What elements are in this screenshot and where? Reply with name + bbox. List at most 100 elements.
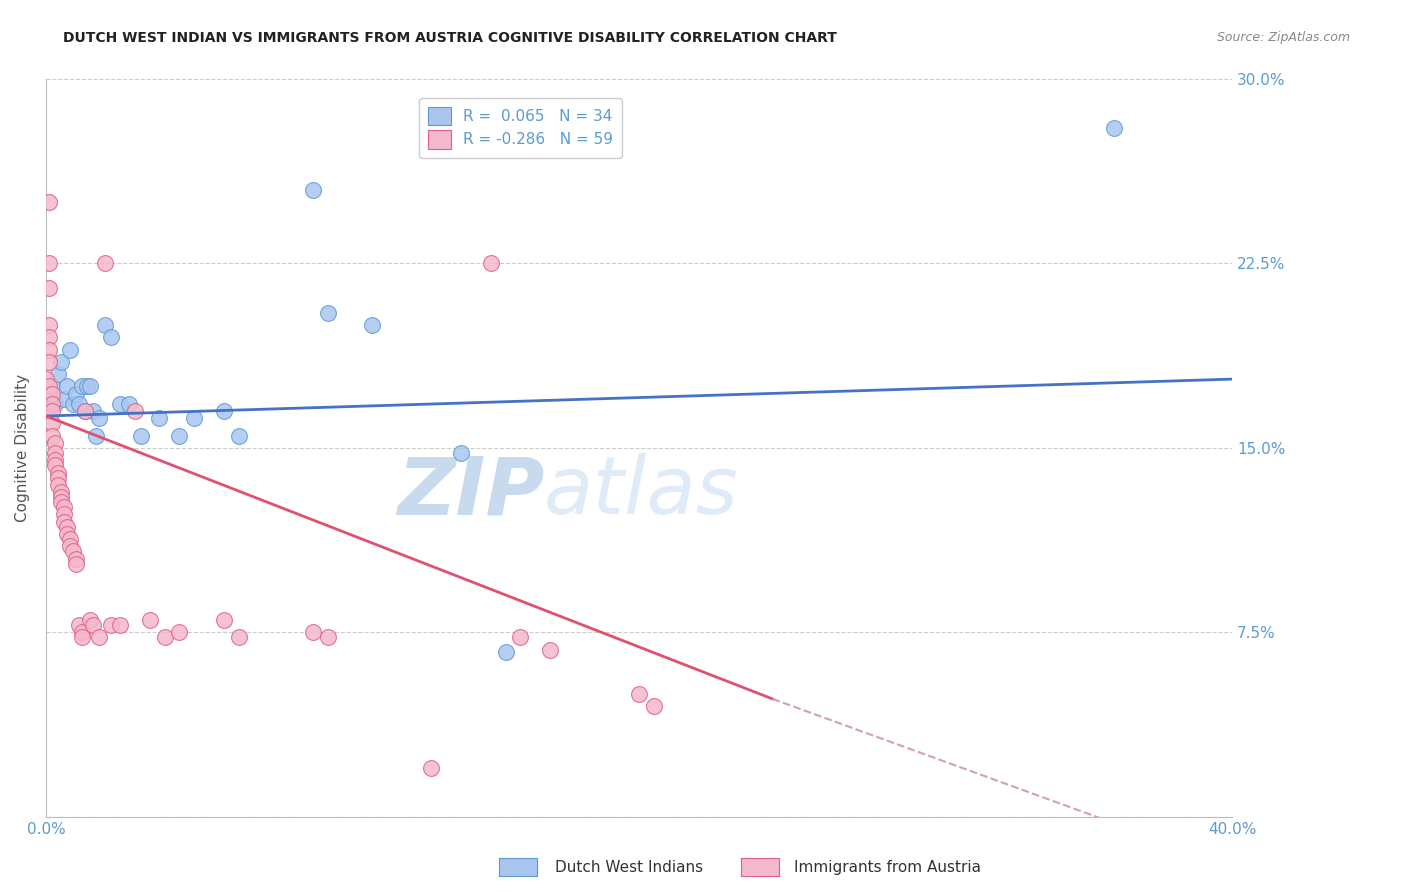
Point	[538, 642, 561, 657]
Point	[108, 618, 131, 632]
Text: Immigrants from Austria: Immigrants from Austria	[794, 860, 981, 874]
Point	[59, 343, 82, 357]
Point	[302, 625, 325, 640]
Point	[65, 557, 87, 571]
Point	[228, 631, 250, 645]
Point	[44, 397, 66, 411]
Text: Source: ZipAtlas.com: Source: ZipAtlas.com	[1216, 31, 1350, 45]
Point	[55, 527, 77, 541]
Point	[44, 453, 66, 467]
Point	[79, 379, 101, 393]
Point	[38, 256, 60, 270]
Point	[495, 645, 517, 659]
Point	[46, 478, 69, 492]
Point	[35, 404, 58, 418]
Point	[38, 387, 60, 401]
Point	[316, 631, 339, 645]
Point	[628, 687, 651, 701]
Point	[52, 515, 75, 529]
Point	[73, 404, 96, 418]
Text: DUTCH WEST INDIAN VS IMMIGRANTS FROM AUSTRIA COGNITIVE DISABILITY CORRELATION CH: DUTCH WEST INDIAN VS IMMIGRANTS FROM AUS…	[63, 31, 837, 45]
Point	[52, 392, 75, 406]
Point	[38, 330, 60, 344]
Point	[183, 411, 205, 425]
Point	[420, 761, 443, 775]
Point	[41, 428, 63, 442]
Point	[59, 532, 82, 546]
Point	[67, 397, 90, 411]
Point	[89, 411, 111, 425]
Point	[49, 355, 72, 369]
Point	[65, 387, 87, 401]
Point	[41, 417, 63, 431]
Point	[38, 343, 60, 357]
Point	[139, 613, 162, 627]
Text: ZIP: ZIP	[396, 453, 544, 532]
Point	[450, 446, 472, 460]
Point	[49, 490, 72, 504]
Point	[49, 485, 72, 500]
Point	[1102, 121, 1125, 136]
Point	[49, 495, 72, 509]
Point	[46, 367, 69, 381]
Legend: R =  0.065   N = 34, R = -0.286   N = 59: R = 0.065 N = 34, R = -0.286 N = 59	[419, 98, 623, 158]
Point	[59, 540, 82, 554]
Point	[361, 318, 384, 332]
Point	[124, 404, 146, 418]
Text: atlas: atlas	[544, 453, 740, 532]
Point	[212, 613, 235, 627]
Point	[153, 631, 176, 645]
Point	[38, 355, 60, 369]
Point	[169, 625, 191, 640]
Point	[41, 404, 63, 418]
Point	[89, 631, 111, 645]
Point	[94, 318, 117, 332]
Point	[148, 411, 170, 425]
Point	[38, 379, 60, 393]
Point	[52, 500, 75, 514]
Point	[65, 551, 87, 566]
Point	[67, 618, 90, 632]
Point	[44, 458, 66, 473]
Point	[302, 183, 325, 197]
Point	[643, 699, 665, 714]
Point	[38, 281, 60, 295]
Point	[41, 397, 63, 411]
Point	[108, 397, 131, 411]
Point	[70, 625, 93, 640]
Point	[479, 256, 502, 270]
Point	[35, 372, 58, 386]
Point	[100, 330, 122, 344]
Point	[129, 428, 152, 442]
Point	[55, 519, 77, 533]
Point	[55, 379, 77, 393]
Point	[82, 618, 104, 632]
Point	[46, 466, 69, 480]
Point	[94, 256, 117, 270]
Point	[44, 436, 66, 450]
Point	[70, 379, 93, 393]
Point	[79, 613, 101, 627]
Point	[38, 194, 60, 209]
Point	[38, 318, 60, 332]
Point	[82, 404, 104, 418]
Point	[46, 470, 69, 484]
Point	[62, 544, 84, 558]
Point	[76, 379, 98, 393]
Point	[52, 508, 75, 522]
Y-axis label: Cognitive Disability: Cognitive Disability	[15, 374, 30, 522]
Point	[41, 379, 63, 393]
Text: Dutch West Indians: Dutch West Indians	[555, 860, 703, 874]
Point	[316, 306, 339, 320]
Point	[41, 387, 63, 401]
Point	[100, 618, 122, 632]
Point	[44, 446, 66, 460]
Point	[86, 428, 108, 442]
Point	[62, 397, 84, 411]
Point	[73, 404, 96, 418]
Point	[169, 428, 191, 442]
Point	[118, 397, 141, 411]
Point	[228, 428, 250, 442]
Point	[212, 404, 235, 418]
Point	[509, 631, 531, 645]
